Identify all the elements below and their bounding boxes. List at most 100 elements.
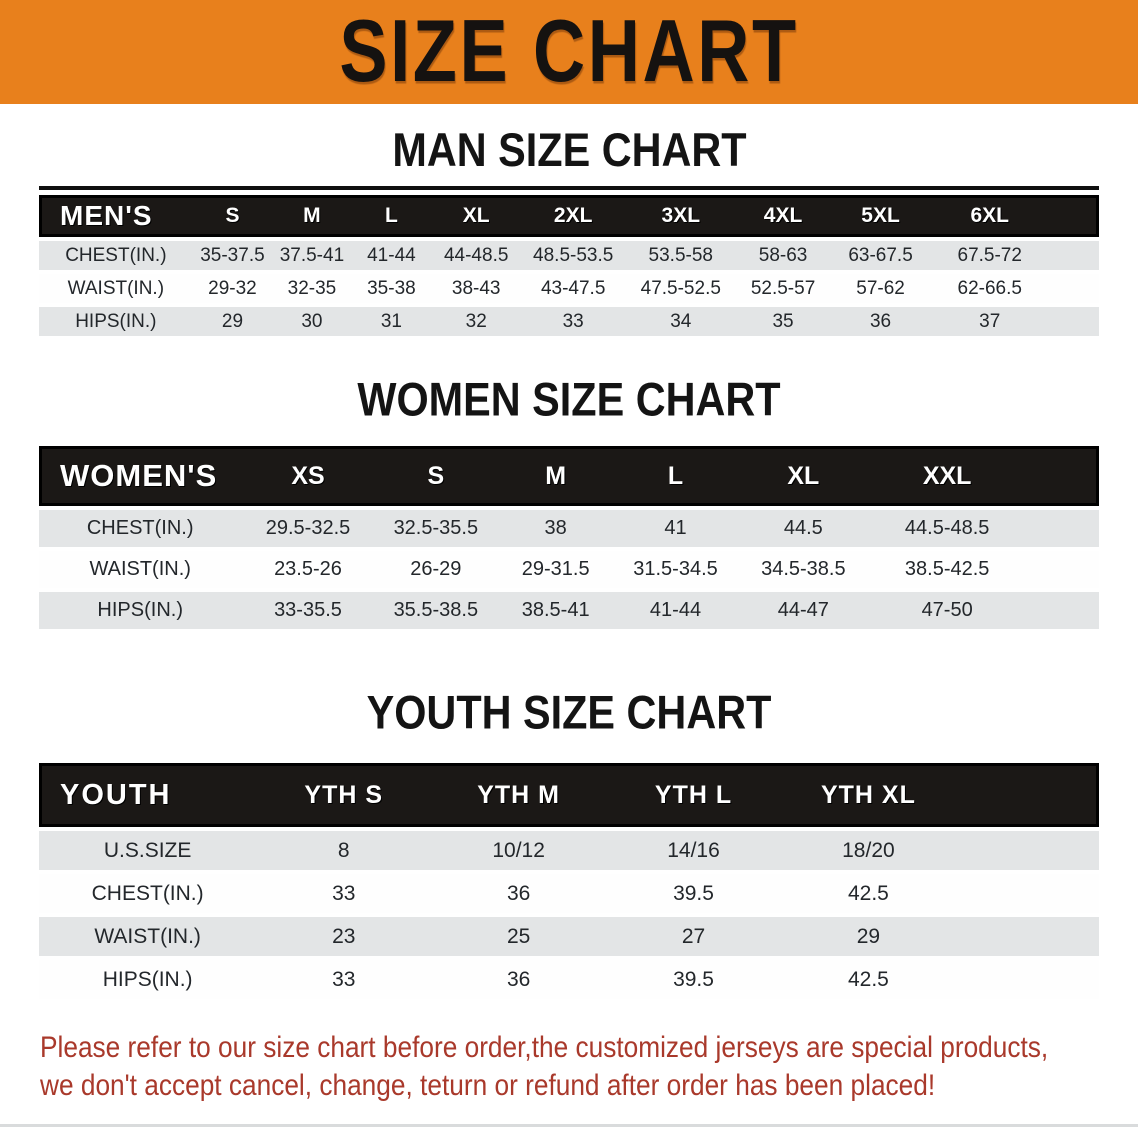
men-col-4xl: 4XL xyxy=(736,195,830,237)
table-cell: 62-66.5 xyxy=(931,274,1049,303)
women-header-filler xyxy=(1024,446,1099,506)
women-row-waist-in-: WAIST(IN.) 23.5-26 26-29 29-31.5 31.5-34.5 34… xyxy=(39,551,1099,588)
men-row-waist-in-: WAIST(IN.) 29-32 32-35 35-38 38-43 43-47.5 47.… xyxy=(39,274,1099,303)
row-label: HIPS(IN.) xyxy=(39,307,193,336)
table-cell: 18/20 xyxy=(780,831,956,870)
filler-cell xyxy=(1024,592,1099,629)
filler-cell xyxy=(955,960,1099,999)
youth-col-yth-s: YTH S xyxy=(256,763,432,827)
youth-table-wrap: YOUTH YTH S YTH M YTH L YTH XL U.S.SIZE 8 10/12… xyxy=(39,759,1099,1003)
filler-cell xyxy=(1048,241,1099,270)
table-cell: 14/16 xyxy=(606,831,781,870)
youth-row-waist-in-: WAIST(IN.) 23 25 27 29 xyxy=(39,917,1099,956)
table-cell: 57-62 xyxy=(829,274,932,303)
table-cell: 29-32 xyxy=(192,274,273,303)
table-cell: 44-47 xyxy=(736,592,870,629)
table-cell: 39.5 xyxy=(606,874,781,913)
men-col-2xl: 2XL xyxy=(521,195,626,237)
row-label: CHEST(IN.) xyxy=(39,241,193,270)
table-cell: 36 xyxy=(431,874,607,913)
youth-col-yth-m: YTH M xyxy=(431,763,607,827)
youth-row-u-s-size: U.S.SIZE 8 10/12 14/16 18/20 xyxy=(39,831,1099,870)
table-cell: 33-35.5 xyxy=(241,592,375,629)
filler-cell xyxy=(1048,274,1099,303)
table-cell: 36 xyxy=(431,960,607,999)
men-table-wrap: MEN'S S M L XL 2XL 3XL 4XL 5XL 6XL CHEST(IN.) 35-37… xyxy=(39,186,1099,340)
table-cell: 42.5 xyxy=(780,874,956,913)
table-cell: 25 xyxy=(431,917,607,956)
men-row-hips-in-: HIPS(IN.) 29 30 31 32 33 34 35 36 37 xyxy=(39,307,1099,336)
men-section-heading: MAN SIZE CHART xyxy=(0,122,1138,177)
men-header-row: MEN'S S M L XL 2XL 3XL 4XL 5XL 6XL xyxy=(39,195,1099,237)
row-label: WAIST(IN.) xyxy=(39,274,193,303)
table-cell: 31.5-34.5 xyxy=(614,551,737,588)
table-cell: 37 xyxy=(931,307,1049,336)
women-col-xs: XS xyxy=(241,446,375,506)
banner-title: SIZE CHART xyxy=(339,2,799,101)
row-label: HIPS(IN.) xyxy=(39,592,242,629)
footnote: Please refer to our size chart before or… xyxy=(40,1029,1138,1105)
men-table-top-rule xyxy=(39,186,1099,190)
table-cell: 36 xyxy=(829,307,932,336)
men-col-6xl: 6XL xyxy=(931,195,1049,237)
table-cell: 44.5 xyxy=(736,510,870,547)
table-cell: 47.5-52.5 xyxy=(625,274,737,303)
men-row-chest-in-: CHEST(IN.) 35-37.5 37.5-41 41-44 44-48.5 48.5… xyxy=(39,241,1099,270)
table-cell: 53.5-58 xyxy=(625,241,737,270)
women-row-chest-in-: CHEST(IN.) 29.5-32.5 32.5-35.5 38 41 44.5 44.5… xyxy=(39,510,1099,547)
women-header-label: WOMEN'S xyxy=(39,446,242,506)
bottom-rule xyxy=(0,1124,1138,1127)
table-cell: 42.5 xyxy=(780,960,956,999)
table-cell: 41 xyxy=(614,510,737,547)
filler-cell xyxy=(1024,510,1099,547)
filler-cell xyxy=(955,917,1099,956)
table-cell: 39.5 xyxy=(606,960,781,999)
charts-container: MAN SIZE CHART MEN'S S M L XL 2XL 3XL 4XL 5XL 6XL… xyxy=(0,122,1138,1105)
table-cell: 34 xyxy=(625,307,737,336)
table-cell: 35.5-38.5 xyxy=(374,592,498,629)
filler-cell xyxy=(955,831,1099,870)
men-table-slot: MEN'S S M L XL 2XL 3XL 4XL 5XL 6XL CHEST(IN.) 35-37… xyxy=(39,191,1099,340)
table-cell: 58-63 xyxy=(736,241,830,270)
table-cell: 41-44 xyxy=(351,241,432,270)
table-cell: 29 xyxy=(780,917,956,956)
footnote-line-1: Please refer to our size chart before or… xyxy=(40,1031,1049,1064)
table-cell: 27 xyxy=(606,917,781,956)
women-col-xxl: XXL xyxy=(869,446,1025,506)
table-cell: 34.5-38.5 xyxy=(736,551,870,588)
men-col-m: M xyxy=(272,195,352,237)
youth-row-hips-in-: HIPS(IN.) 33 36 39.5 42.5 xyxy=(39,960,1099,999)
table-cell: 44-48.5 xyxy=(431,241,522,270)
youth-header-row: YOUTH YTH S YTH M YTH L YTH XL xyxy=(39,763,1099,827)
women-header-row: WOMEN'S XS S M L XL XXL xyxy=(39,446,1099,506)
table-cell: 23 xyxy=(256,917,432,956)
men-col-l: L xyxy=(351,195,432,237)
men-col-xl: XL xyxy=(431,195,522,237)
banner: SIZE CHART xyxy=(0,0,1138,104)
row-label: CHEST(IN.) xyxy=(39,510,242,547)
women-table-slot: WOMEN'S XS S M L XL XXL CHEST(IN.) 29.5-32.5 32.5… xyxy=(39,442,1099,633)
youth-section-heading-text: YOUTH SIZE CHART xyxy=(366,685,772,740)
men-col-5xl: 5XL xyxy=(829,195,932,237)
men-col-3xl: 3XL xyxy=(625,195,737,237)
women-size-table: WOMEN'S XS S M L XL XXL CHEST(IN.) 29.5-32.5 32.5… xyxy=(39,442,1099,633)
youth-header-label: YOUTH xyxy=(39,763,257,827)
row-label: U.S.SIZE xyxy=(39,831,257,870)
filler-cell xyxy=(955,874,1099,913)
footnote-line-2: we don't accept cancel, change, teturn o… xyxy=(40,1069,936,1102)
table-cell: 44.5-48.5 xyxy=(869,510,1025,547)
table-cell: 8 xyxy=(256,831,432,870)
table-cell: 31 xyxy=(351,307,432,336)
row-label: WAIST(IN.) xyxy=(39,917,257,956)
filler-cell xyxy=(1048,307,1099,336)
men-header-filler xyxy=(1048,195,1099,237)
table-cell: 29.5-32.5 xyxy=(241,510,375,547)
table-cell: 33 xyxy=(256,874,432,913)
women-col-xl: XL xyxy=(736,446,870,506)
row-label: HIPS(IN.) xyxy=(39,960,257,999)
men-section-heading-text: MAN SIZE CHART xyxy=(391,122,747,177)
youth-col-yth-l: YTH L xyxy=(606,763,781,827)
women-table-wrap: WOMEN'S XS S M L XL XXL CHEST(IN.) 29.5-32.5 32.5… xyxy=(39,442,1099,633)
women-col-s: S xyxy=(374,446,498,506)
